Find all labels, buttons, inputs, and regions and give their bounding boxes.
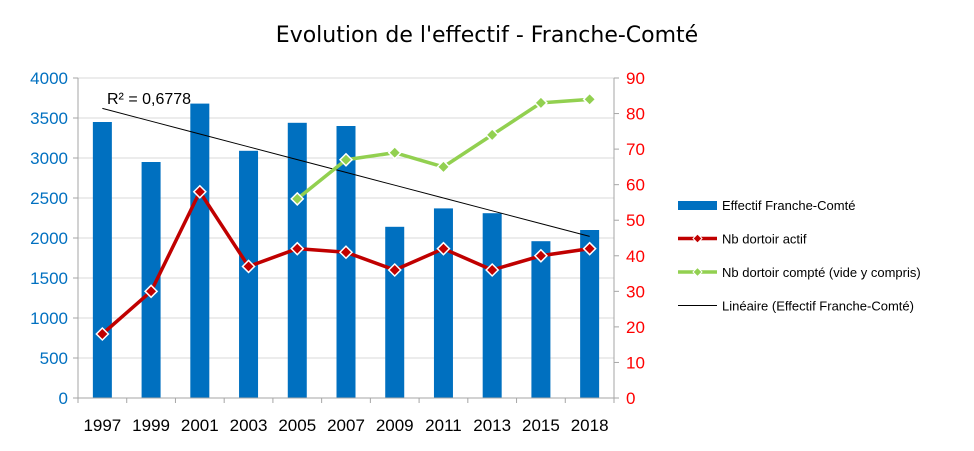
point-dortoir-compte-2018 [582,92,597,107]
x-tick-label-2015: 2015 [522,416,560,435]
axes [73,77,619,403]
y-right-tick-label: 90 [626,69,645,88]
y-right-tick-label: 30 [626,282,645,301]
x-tick-label-2003: 2003 [230,416,268,435]
y-left-tick-label: 3000 [30,149,68,168]
y-left-tick-label: 500 [40,349,68,368]
y-right-tick-label: 20 [626,318,645,337]
point-dortoir-actif-2011 [436,241,451,256]
y-left-tick-label: 1000 [30,309,68,328]
bar-2005 [287,122,307,399]
legend-label-effectif: Effectif Franche-Comté [722,198,855,213]
y-left-tick-label: 0 [59,389,68,408]
trendline-group [102,107,590,237]
y-left-tick-label: 2000 [30,229,68,248]
x-tick-label-2005: 2005 [278,416,316,435]
y-left-tick-label: 2500 [30,189,68,208]
annotations: R² = 0,6778 [107,91,191,108]
point-dortoir-actif-2009 [387,262,402,278]
point-dortoir-actif-1997 [95,326,110,342]
chart-title: Evolution de l'effectif - Franche-Comté [276,23,698,48]
point-dortoir-compte-2015 [533,95,548,110]
point-dortoir-actif-2018 [582,241,597,256]
bar-2011 [433,208,453,398]
point-dortoir-compte-2005 [290,191,305,206]
point-dortoir-compte-2011 [436,159,451,174]
x-tick-label-2007: 2007 [327,416,365,435]
legend-swatch-effectif [678,201,717,210]
point-dortoir-actif-2001 [192,184,207,199]
legend-label-dortoir-actif: Nb dortoir actif [722,232,807,247]
bar-2007 [336,126,356,398]
x-tick-label-1997: 1997 [83,416,121,435]
legend-marker-dortoir-actif [692,233,703,244]
point-dortoir-actif-1999 [144,284,159,299]
x-tick-label-2009: 2009 [376,416,414,435]
bar-1997 [92,122,112,398]
point-dortoir-actif-2013 [485,262,500,278]
r-squared-annotation: R² = 0,6778 [107,91,191,108]
point-dortoir-compte-2007 [338,152,354,167]
point-dortoir-compte-2013 [485,127,500,142]
y-right-tick-label: 80 [626,105,645,124]
y-right-tick-label: 50 [626,211,645,230]
y-right-tick-label: 10 [626,353,645,372]
x-tick-label-2011: 2011 [425,416,462,435]
y-left-tick-label: 4000 [30,69,68,88]
point-dortoir-actif-2003 [241,259,256,274]
y-right-tick-label: 60 [626,176,645,195]
tick-labels: 0 500 1000 1500 2000 2500 3000 3500 4000 0 10 20 30 4… [30,69,645,435]
x-tick-label-2018: 2018 [571,416,609,435]
bar-2013 [482,213,502,398]
trendline [102,107,590,237]
point-dortoir-actif-2007 [338,245,354,260]
legend-label-dortoir-compte: Nb dortoir compté (vide y compris) [722,265,921,280]
y-right-tick-label: 70 [626,140,645,159]
legend-label-lineaire: Linéaire (Effectif Franche-Comté) [722,299,914,314]
bar-series [92,103,600,399]
bar-2018 [580,230,600,398]
y-left-tick-label: 3500 [30,109,68,128]
legend-marker-dortoir-compte [692,266,703,278]
x-tick-label-2001: 2001 [181,416,219,435]
bar-2015 [531,241,551,398]
y-left-tick-label: 1500 [30,269,68,288]
line-series [95,92,597,342]
point-dortoir-actif-2005 [290,241,305,256]
x-tick-label-1999: 1999 [132,416,170,435]
x-tick-label-2013: 2013 [473,416,511,435]
bar-1999 [141,162,161,398]
y-right-tick-label: 40 [626,247,645,266]
bar-2001 [190,103,210,398]
legend: Effectif Franche-Comté Nb dortoir actif Nb… [678,198,921,314]
bar-2009 [385,226,405,398]
point-dortoir-compte-2009 [387,145,402,160]
y-right-tick-label: 0 [626,389,635,408]
bar-2003 [239,150,259,398]
point-dortoir-actif-2015 [533,248,548,263]
